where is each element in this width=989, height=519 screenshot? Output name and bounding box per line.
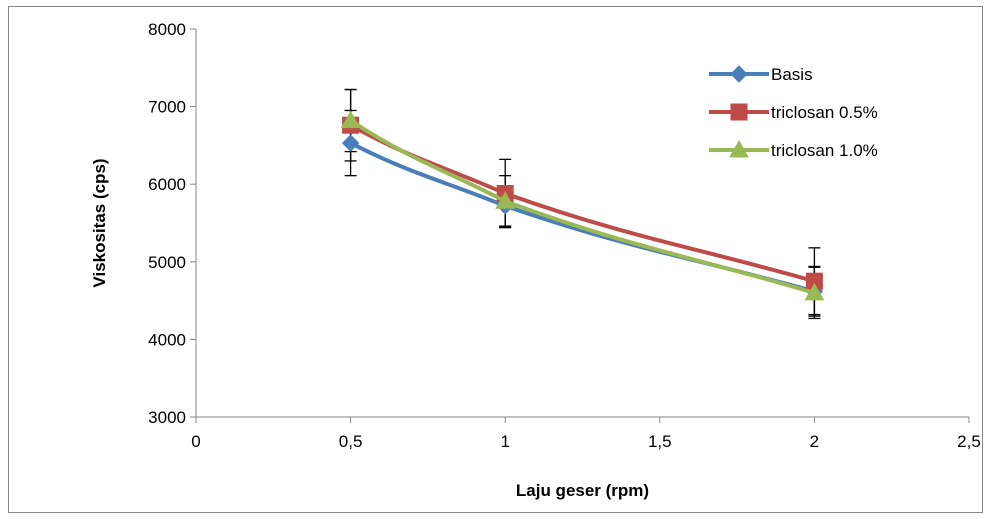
series-layer bbox=[340, 88, 825, 320]
error-bars-triclosan-1-0- bbox=[344, 88, 821, 320]
legend-label: Basis bbox=[771, 65, 813, 84]
legend: Basis triclosan 0.5% triclosan 1.0% bbox=[709, 65, 878, 160]
y-tick-label: 3000 bbox=[148, 408, 186, 427]
chart-frame: 3000 4000 5000 6000 7000 8000 0 0,5 1 1,5 2 2,5 Bas… bbox=[8, 6, 983, 513]
marker-diamond bbox=[341, 134, 360, 152]
marker-diamond bbox=[730, 65, 748, 83]
x-tick-label: 2 bbox=[810, 432, 819, 451]
x-tick-label: 1 bbox=[500, 432, 509, 451]
line-chart: 3000 4000 5000 6000 7000 8000 0 0,5 1 1,5 2 2,5 Bas… bbox=[90, 20, 981, 500]
marker-triangle bbox=[340, 110, 361, 129]
x-tick-label: 2,5 bbox=[957, 432, 981, 451]
y-tick-label: 4000 bbox=[148, 330, 186, 349]
axes: 3000 4000 5000 6000 7000 8000 0 0,5 1 1,5 2 2,5 bbox=[148, 20, 981, 451]
legend-label: triclosan 0.5% bbox=[771, 103, 878, 122]
y-tick-label: 5000 bbox=[148, 253, 186, 272]
y-tick-label: 7000 bbox=[148, 98, 186, 117]
y-tick-label: 6000 bbox=[148, 175, 186, 194]
series-triclosan-0-5- bbox=[342, 116, 823, 290]
error-bars-basis bbox=[344, 109, 821, 317]
x-tick-label: 1,5 bbox=[648, 432, 672, 451]
marker-triangle bbox=[804, 282, 825, 301]
legend-item: triclosan 1.0% bbox=[709, 139, 878, 160]
legend-item: Basis bbox=[709, 65, 813, 84]
series-line bbox=[348, 118, 817, 295]
x-tick-label: 0,5 bbox=[339, 432, 363, 451]
y-axis-title: Viskositas (cps) bbox=[90, 158, 109, 287]
legend-label: triclosan 1.0% bbox=[771, 141, 878, 160]
x-axis-title: Laju geser (rpm) bbox=[516, 481, 649, 500]
y-tick-label: 8000 bbox=[148, 20, 186, 39]
error-bars-triclosan-0-5- bbox=[344, 88, 821, 316]
marker-triangle bbox=[729, 139, 749, 158]
marker-square bbox=[730, 103, 748, 121]
x-tick-label: 0 bbox=[191, 432, 200, 451]
marker-triangle bbox=[495, 191, 516, 209]
series-triclosan-1-0- bbox=[340, 110, 825, 301]
legend-item: triclosan 0.5% bbox=[709, 103, 878, 122]
